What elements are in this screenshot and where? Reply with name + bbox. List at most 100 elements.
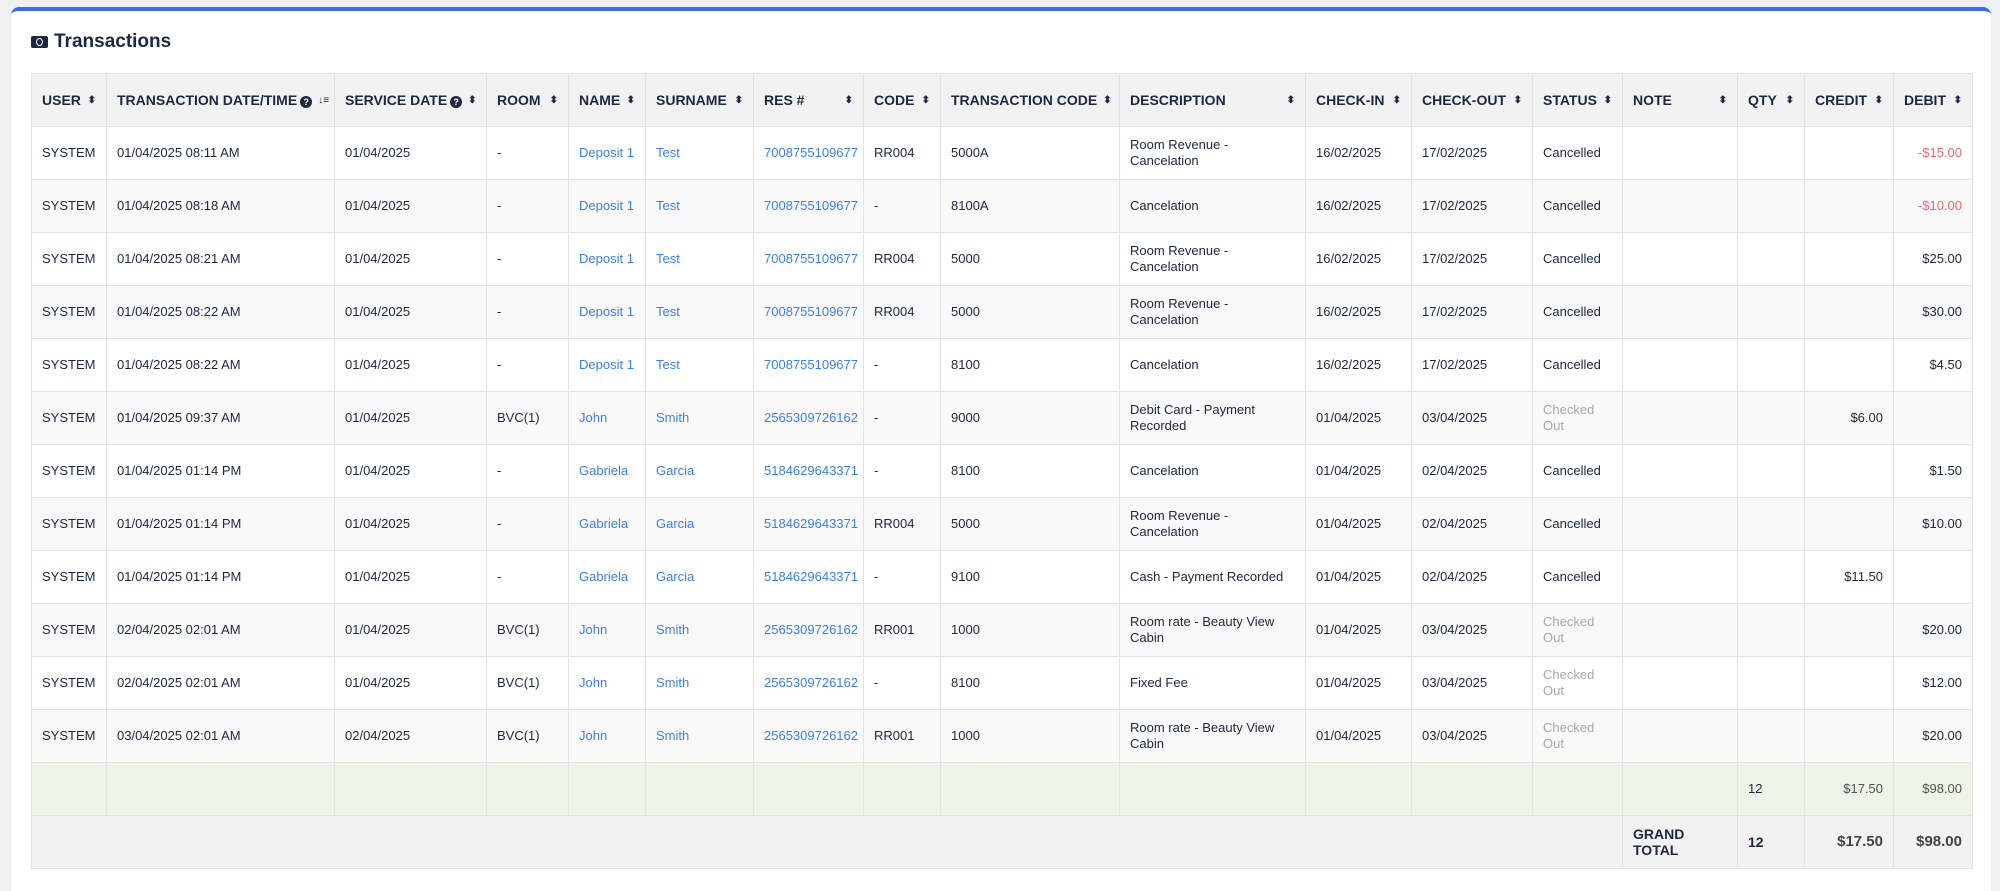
sort-icon[interactable]: ⬍ (468, 94, 477, 106)
column-header[interactable]: DEBIT ⬍ (1893, 73, 1973, 127)
cell-code: RR004 (863, 232, 941, 286)
cell-res-number[interactable]: 7008755109677 (753, 338, 864, 392)
cell-res-number[interactable]: 2565309726162 (753, 391, 864, 445)
sort-icon[interactable]: ⬍ (921, 94, 930, 106)
cell-name[interactable]: John (568, 709, 646, 763)
column-header[interactable]: TRANSACTION CODE ⬍ (940, 73, 1120, 127)
column-header[interactable]: QTY ⬍ (1737, 73, 1805, 127)
column-label: CHECK-OUT (1422, 92, 1506, 108)
cell-res-number[interactable]: 7008755109677 (753, 232, 864, 286)
column-header[interactable]: USER ⬍ (31, 73, 107, 127)
cell-surname[interactable]: Test (645, 338, 754, 392)
column-header[interactable]: RES # ⬍ (753, 73, 864, 127)
column-header[interactable]: NOTE ⬍ (1622, 73, 1738, 127)
cell-surname[interactable]: Garcia (645, 444, 754, 498)
sort-icon[interactable]: ⬍ (1718, 94, 1727, 106)
cell-res-number[interactable]: 2565309726162 (753, 656, 864, 710)
cell-transaction-code: 9100 (940, 550, 1120, 604)
column-header[interactable]: CREDIT ⬍ (1804, 73, 1894, 127)
grand-total-spacer (31, 815, 1623, 869)
column-header[interactable]: TRANSACTION DATE/TIME? ↓≡ (106, 73, 335, 127)
help-icon[interactable]: ? (450, 96, 463, 108)
cell-surname[interactable]: Smith (645, 391, 754, 445)
cell-check-in: 01/04/2025 (1305, 444, 1412, 498)
sort-icon[interactable]: ⬍ (1603, 94, 1612, 106)
cell-name[interactable]: Deposit 1 (568, 179, 646, 233)
cell-res-number[interactable]: 5184629643371 (753, 444, 864, 498)
help-icon[interactable]: ? (300, 96, 313, 108)
column-header[interactable]: NAME ⬍ (568, 73, 646, 127)
cell-name[interactable]: Gabriela (568, 550, 646, 604)
table-row: SYSTEM 01/04/2025 08:18 AM 01/04/2025- Depo… (31, 179, 1973, 233)
sort-icon[interactable]: ⬍ (549, 94, 558, 106)
sort-icon[interactable]: ⬍ (844, 94, 853, 106)
sort-icon[interactable]: ⬍ (1392, 94, 1401, 106)
column-header[interactable]: DESCRIPTION ⬍ (1119, 73, 1306, 127)
column-header[interactable]: ROOM ⬍ (486, 73, 569, 127)
subtotal-empty-cell (1532, 762, 1623, 816)
column-label: ROOM (497, 92, 541, 108)
cell-res-number[interactable]: 7008755109677 (753, 126, 864, 180)
table-row: SYSTEM 01/04/2025 09:37 AM 01/04/2025 BVC(1… (31, 391, 1973, 445)
cell-res-number[interactable]: 2565309726162 (753, 709, 864, 763)
subtotal-empty-cell (568, 762, 646, 816)
cell-name[interactable]: Deposit 1 (568, 285, 646, 339)
cell-surname[interactable]: Test (645, 285, 754, 339)
cell-note (1622, 550, 1738, 604)
cell-check-in: 16/02/2025 (1305, 285, 1412, 339)
cell-check-in: 16/02/2025 (1305, 232, 1412, 286)
column-header[interactable]: SERVICE DATE? ⬍ (334, 73, 487, 127)
cell-name[interactable]: Gabriela (568, 497, 646, 551)
cell-surname[interactable]: Smith (645, 656, 754, 710)
sort-icon[interactable]: ⬍ (734, 94, 743, 106)
column-header[interactable]: CODE ⬍ (863, 73, 941, 127)
cell-res-number[interactable]: 7008755109677 (753, 179, 864, 233)
cell-res-number[interactable]: 2565309726162 (753, 603, 864, 657)
column-header[interactable]: CHECK-IN ⬍ (1305, 73, 1412, 127)
cell-surname[interactable]: Garcia (645, 497, 754, 551)
cell-debit: $20.00 (1893, 603, 1973, 657)
table-row: SYSTEM 01/04/2025 08:22 AM 01/04/2025- Depo… (31, 338, 1973, 392)
cell-code: - (863, 550, 941, 604)
cell-name[interactable]: Deposit 1 (568, 232, 646, 286)
subtotal-empty-cell (486, 762, 569, 816)
cell-room: - (486, 444, 569, 498)
column-label: QTY (1748, 92, 1777, 108)
sort-icon[interactable]: ⬍ (1785, 94, 1794, 106)
sort-icon[interactable]: ⬍ (1103, 94, 1112, 106)
sort-icon[interactable]: ⬍ (87, 94, 96, 106)
cell-res-number[interactable]: 5184629643371 (753, 497, 864, 551)
subtotal-empty-cell (1305, 762, 1412, 816)
cell-surname[interactable]: Garcia (645, 550, 754, 604)
cell-check-in: 01/04/2025 (1305, 550, 1412, 604)
cell-name[interactable]: John (568, 603, 646, 657)
cell-surname[interactable]: Test (645, 232, 754, 286)
column-label: STATUS (1543, 92, 1597, 108)
subtotal-empty-cell (1411, 762, 1533, 816)
cell-res-number[interactable]: 5184629643371 (753, 550, 864, 604)
sort-icon[interactable]: ⬍ (1953, 94, 1962, 106)
cell-surname[interactable]: Smith (645, 709, 754, 763)
cell-res-number[interactable]: 7008755109677 (753, 285, 864, 339)
cell-name[interactable]: Deposit 1 (568, 126, 646, 180)
cell-surname[interactable]: Test (645, 179, 754, 233)
cell-note (1622, 603, 1738, 657)
cell-surname[interactable]: Smith (645, 603, 754, 657)
column-header[interactable]: STATUS ⬍ (1532, 73, 1623, 127)
sort-icon[interactable]: ⬍ (1286, 94, 1295, 106)
column-header[interactable]: CHECK-OUT ⬍ (1411, 73, 1533, 127)
cell-service-date: 01/04/2025 (334, 444, 487, 498)
sort-icon[interactable]: ⬍ (1513, 94, 1522, 106)
cell-debit: -$15.00 (1893, 126, 1973, 180)
sort-icon[interactable]: ⬍ (626, 94, 635, 106)
sort-icon[interactable]: ⬍ (1874, 94, 1883, 106)
cell-name[interactable]: John (568, 391, 646, 445)
cell-surname[interactable]: Test (645, 126, 754, 180)
column-header[interactable]: SURNAME ⬍ (645, 73, 754, 127)
cell-qty (1737, 444, 1805, 498)
sort-descending-icon[interactable]: ↓≡ (318, 94, 330, 106)
cell-name[interactable]: John (568, 656, 646, 710)
cell-name[interactable]: Deposit 1 (568, 338, 646, 392)
cell-name[interactable]: Gabriela (568, 444, 646, 498)
cell-status: Cancelled (1532, 338, 1623, 392)
